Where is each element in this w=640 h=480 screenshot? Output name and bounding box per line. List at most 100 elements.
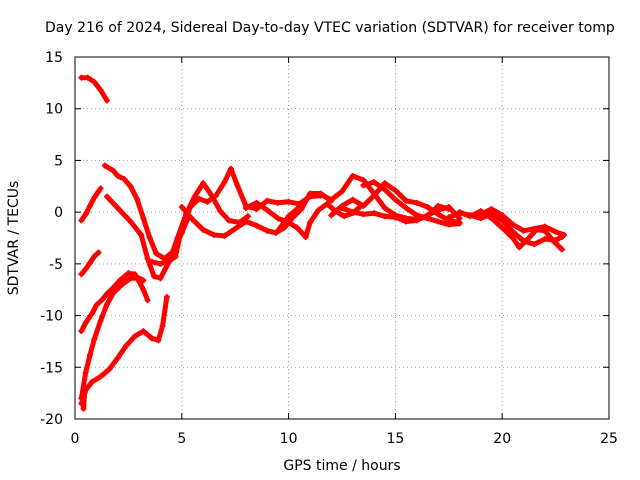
data-point <box>328 196 335 203</box>
data-point <box>381 180 388 187</box>
data-point <box>97 317 104 324</box>
data-point <box>123 342 130 349</box>
data-point <box>81 390 88 397</box>
data-point <box>524 236 531 243</box>
data-point <box>488 215 495 222</box>
data-point <box>541 236 548 243</box>
data-point <box>97 373 104 380</box>
series-arc-15 <box>339 203 463 225</box>
data-point <box>99 296 106 303</box>
data-point <box>296 203 303 210</box>
data-point <box>91 78 98 85</box>
data-point <box>245 213 252 220</box>
data-point <box>217 208 224 215</box>
series-arc-16 <box>360 179 463 228</box>
y-tick-label: 5 <box>54 153 63 169</box>
y-tick-label: 15 <box>45 50 63 66</box>
data-point <box>140 277 147 284</box>
data-point <box>104 97 111 104</box>
data-point <box>456 209 463 216</box>
data-point <box>550 238 557 245</box>
data-point <box>499 212 506 219</box>
data-point <box>82 319 89 326</box>
data-point <box>78 74 85 81</box>
data-point <box>127 183 134 190</box>
data-point <box>381 186 388 193</box>
data-point <box>509 235 516 241</box>
chart-title: Day 216 of 2024, Sidereal Day-to-day VTE… <box>45 20 615 36</box>
data-point <box>86 259 93 266</box>
y-tick-label: 10 <box>45 102 63 118</box>
data-point <box>242 205 249 212</box>
x-tick-label: 15 <box>386 431 404 447</box>
data-point <box>509 228 516 235</box>
series-trace <box>104 180 251 281</box>
data-point <box>488 206 495 213</box>
data-point <box>114 354 121 361</box>
y-tick-label: -15 <box>40 360 63 376</box>
data-point <box>200 226 207 233</box>
data-point <box>159 322 166 329</box>
data-point <box>317 191 324 198</box>
data-point <box>140 286 147 293</box>
data-point <box>146 235 153 241</box>
data-point <box>274 215 281 222</box>
data-point <box>253 206 260 213</box>
data-point <box>227 165 234 172</box>
data-point <box>91 336 98 343</box>
x-tick-label: 25 <box>600 431 618 447</box>
data-point <box>509 221 516 228</box>
series-trace <box>457 208 565 252</box>
data-point <box>285 213 292 220</box>
x-tick-label: 5 <box>177 431 186 447</box>
data-point <box>403 197 410 204</box>
data-point <box>234 182 241 189</box>
data-point <box>264 197 271 204</box>
data-point <box>306 192 313 199</box>
data-point <box>114 205 121 212</box>
data-point <box>499 224 506 231</box>
data-point <box>82 266 89 273</box>
data-point <box>324 200 331 207</box>
data-point <box>153 250 160 257</box>
data-point <box>82 211 89 218</box>
data-point <box>349 209 356 216</box>
data-point <box>413 212 420 219</box>
data-point <box>435 207 442 214</box>
data-point <box>349 196 356 203</box>
data-point <box>360 177 367 184</box>
data-point <box>371 179 378 186</box>
data-point <box>371 210 378 217</box>
series-arc-14 <box>328 180 463 226</box>
data-point <box>116 277 123 284</box>
series-arc-8 <box>78 293 170 407</box>
data-point <box>559 246 566 253</box>
data-point <box>360 182 367 189</box>
data-point <box>101 162 108 169</box>
data-point <box>97 87 104 94</box>
data-point <box>381 205 388 212</box>
data-point <box>477 211 484 218</box>
data-point <box>114 172 121 179</box>
data-point <box>110 167 117 174</box>
y-tick-label: -20 <box>40 412 63 428</box>
data-point <box>221 232 228 239</box>
data-point <box>121 176 128 183</box>
data-point <box>516 244 523 251</box>
data-point <box>445 214 452 221</box>
data-point <box>531 241 538 248</box>
data-point <box>302 233 309 240</box>
y-tick-label: -5 <box>49 257 63 273</box>
series-trace <box>78 185 104 223</box>
x-axis-label: GPS time / hours <box>283 458 400 474</box>
data-point <box>339 188 345 195</box>
data-point <box>200 180 207 187</box>
series-trace <box>243 200 364 240</box>
y-tick-label: -10 <box>40 309 63 325</box>
data-point <box>210 231 217 238</box>
data-point <box>151 273 158 280</box>
data-point <box>445 203 452 210</box>
data-point <box>127 218 134 225</box>
data-point <box>274 227 281 234</box>
